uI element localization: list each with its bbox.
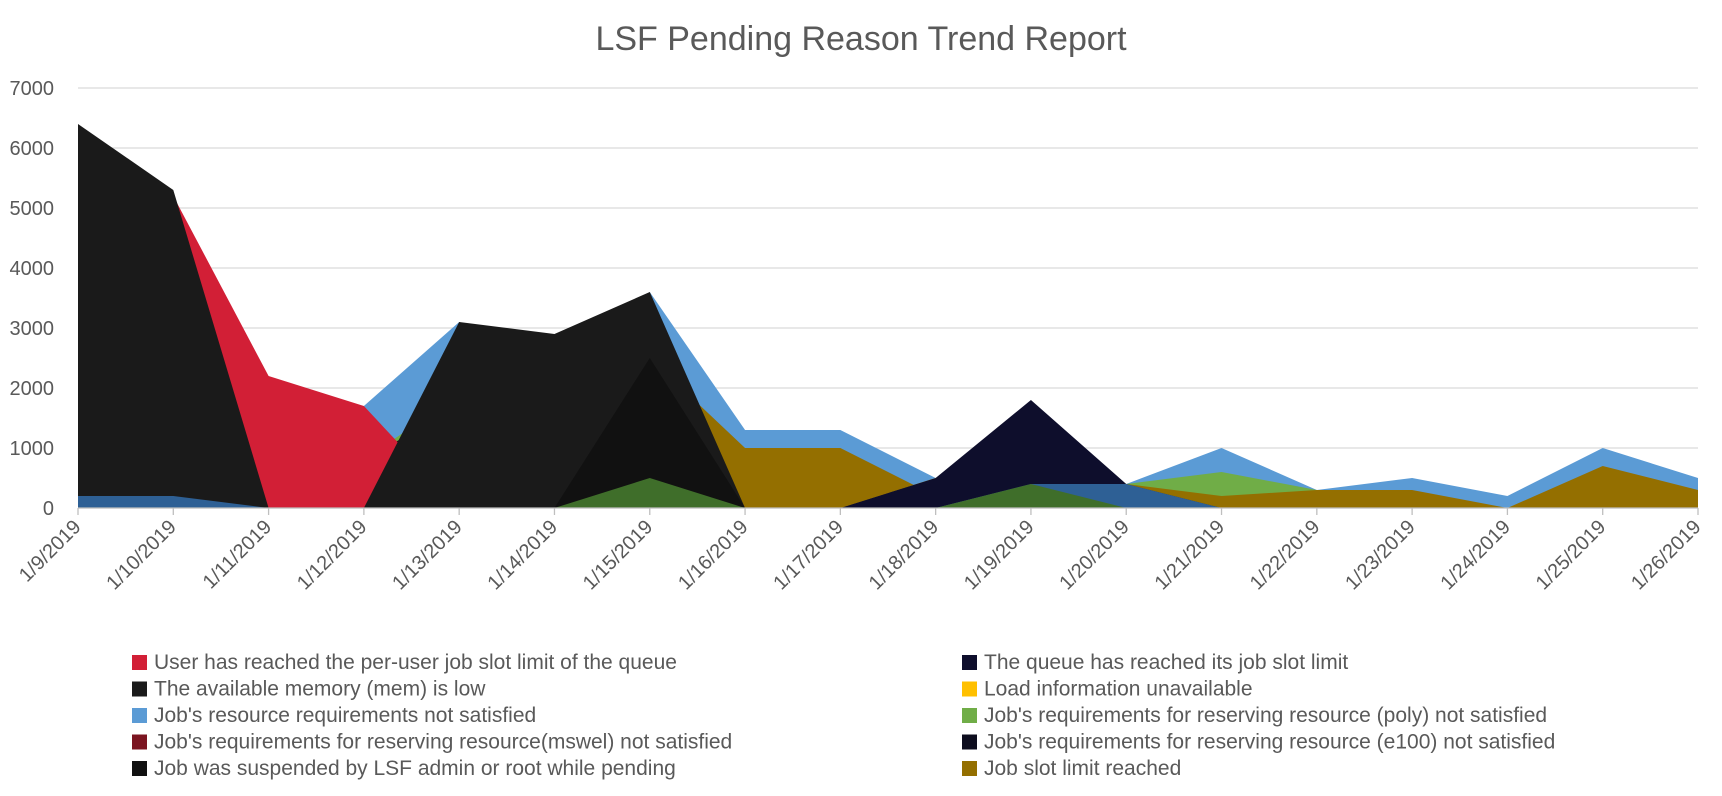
x-tick-label: 1/9/2019 xyxy=(15,516,86,587)
x-tick-label: 1/14/2019 xyxy=(484,516,562,594)
legend-swatch xyxy=(962,708,977,723)
y-tick-label: 4000 xyxy=(10,258,55,280)
x-tick-label: 1/21/2019 xyxy=(1151,516,1229,594)
legend-item: The available memory (mem) is low xyxy=(132,678,486,701)
legend-item: Job's requirements for reserving resourc… xyxy=(962,704,1547,727)
x-tick-label: 1/11/2019 xyxy=(199,516,276,593)
y-tick-label: 5000 xyxy=(10,198,55,220)
legend-swatch xyxy=(132,734,147,750)
x-tick-label: 1/19/2019 xyxy=(960,516,1038,594)
x-tick-label: 1/20/2019 xyxy=(1055,516,1133,594)
x-tick-label: 1/26/2019 xyxy=(1627,516,1705,594)
legend-item: The queue has reached its job slot limit xyxy=(962,651,1348,674)
y-tick-label: 3000 xyxy=(10,318,55,340)
x-tick-label: 1/16/2019 xyxy=(674,516,752,594)
legend-swatch xyxy=(132,708,147,723)
legend-label: User has reached the per-user job slot l… xyxy=(154,651,677,674)
x-tick-label: 1/13/2019 xyxy=(388,516,466,594)
legend-label: Job's requirements for reserving resourc… xyxy=(984,731,1555,754)
area-user-has-reached-the-per-user-job-slot-limit-of-the-queue xyxy=(78,142,1698,508)
x-tick-label: 1/24/2019 xyxy=(1436,516,1514,594)
legend-swatch xyxy=(132,681,147,697)
x-tick-label: 1/17/2019 xyxy=(769,516,847,594)
legend-item: Job's requirements for reserving resourc… xyxy=(962,731,1555,754)
legend-item: Load information unavailable xyxy=(962,678,1253,701)
legend-label: Job's requirements for reserving resourc… xyxy=(984,704,1547,727)
area-series-10 xyxy=(78,484,1698,508)
legend-item: Job was suspended by LSF admin or root w… xyxy=(132,757,676,780)
legend-swatch xyxy=(132,655,147,670)
legend-swatch xyxy=(962,681,977,697)
legend-label: Job's resource requirements not satisfie… xyxy=(154,704,536,727)
x-tick-label: 1/25/2019 xyxy=(1532,516,1610,594)
legend-swatch xyxy=(962,761,977,776)
area-the-available-memory-mem-is-low xyxy=(78,124,1698,508)
x-tick-label: 1/15/2019 xyxy=(579,516,657,594)
legend-item: Job's resource requirements not satisfie… xyxy=(132,704,536,727)
legend-swatch xyxy=(962,655,977,670)
x-tick-label: 1/22/2019 xyxy=(1246,516,1324,594)
x-tick-label: 1/18/2019 xyxy=(865,516,943,594)
legend-label: Job's requirements for reserving resourc… xyxy=(154,731,732,754)
legend-label: The queue has reached its job slot limit xyxy=(984,651,1348,674)
y-tick-label: 2000 xyxy=(10,378,55,400)
chart-title: LSF Pending Reason Trend Report xyxy=(595,20,1127,58)
y-tick-label: 6000 xyxy=(10,138,55,160)
y-tick-label: 0 xyxy=(43,498,54,520)
legend-item: User has reached the per-user job slot l… xyxy=(132,651,677,674)
x-tick-label: 1/10/2019 xyxy=(102,516,180,594)
legend-swatch xyxy=(132,761,147,776)
legend-label: The available memory (mem) is low xyxy=(154,678,486,701)
legend-label: Job was suspended by LSF admin or root w… xyxy=(154,757,676,780)
legend-label: Job slot limit reached xyxy=(984,757,1181,780)
legend-item: Job slot limit reached xyxy=(962,757,1181,780)
legend-label: Load information unavailable xyxy=(984,678,1253,701)
x-tick-label: 1/12/2019 xyxy=(293,516,371,594)
data-areas xyxy=(78,124,1698,508)
legend-swatch xyxy=(962,734,977,750)
y-tick-label: 1000 xyxy=(10,438,55,460)
y-tick-label: 7000 xyxy=(10,78,55,100)
legend-item: Job's requirements for reserving resourc… xyxy=(132,731,732,754)
x-tick-label: 1/23/2019 xyxy=(1341,516,1419,594)
legend: User has reached the per-user job slot l… xyxy=(132,651,1555,780)
